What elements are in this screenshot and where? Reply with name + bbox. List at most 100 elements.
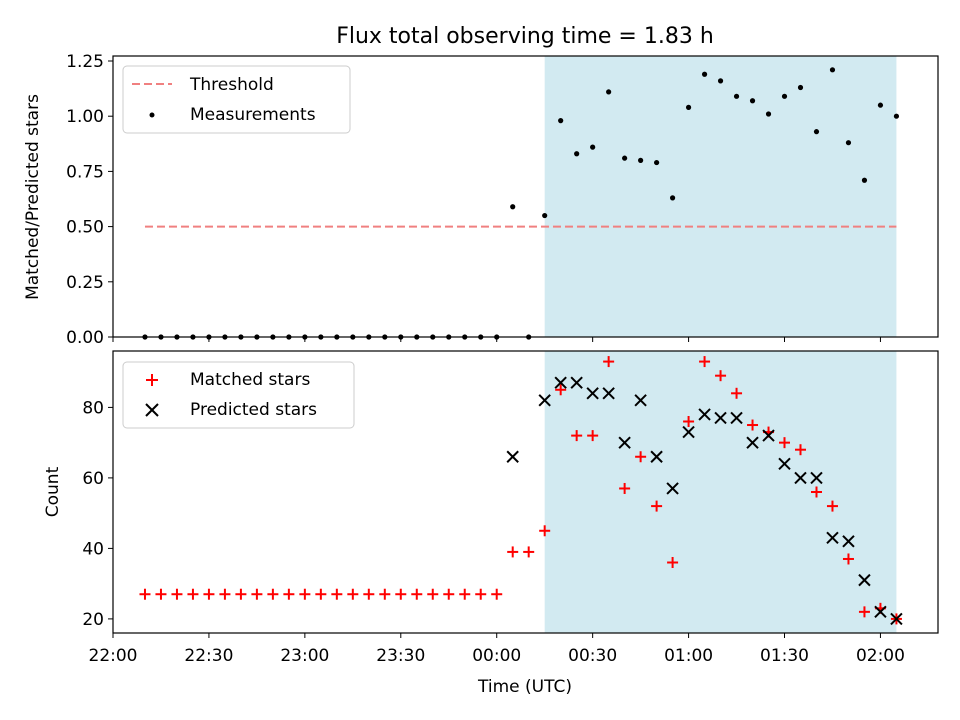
matched-star-point <box>459 588 471 600</box>
x-axis-label: Time (UTC) <box>477 677 572 697</box>
matched-star-point <box>171 588 183 600</box>
predicted-star-point <box>810 471 823 485</box>
predicted-star-point <box>650 450 663 463</box>
predicted-star-point <box>890 612 903 626</box>
matched-star-point <box>139 588 151 600</box>
measurement-point <box>654 159 660 166</box>
x-tick-label: 01:00 <box>664 646 713 666</box>
bottom-panel-frame <box>112 350 939 634</box>
matched-star-point <box>379 588 391 600</box>
predicted-star-point <box>762 429 775 442</box>
measurement-point <box>669 195 676 201</box>
legend-measurements-label: Measurements <box>190 105 316 125</box>
x-tick-label: 02:00 <box>856 646 905 666</box>
predicted-star-point <box>506 450 519 463</box>
matched-star-point <box>251 588 263 600</box>
matched-star-point <box>347 588 359 600</box>
measurement-point <box>781 93 788 99</box>
measurement-point <box>574 151 580 157</box>
matched-star-point <box>331 588 343 600</box>
predicted-star-point <box>746 436 759 449</box>
bottom-panel: 20 40 60 80 22:00 22:30 23:00 23:30 00:00 00:30 01… <box>43 350 939 697</box>
x-tick-label: 22:00 <box>89 646 138 666</box>
top-legend: Threshold Measurements <box>122 65 351 134</box>
measurement-point <box>829 67 836 73</box>
predicted-star-point <box>778 457 791 471</box>
matched-star-point <box>779 437 791 449</box>
predicted-star-point <box>874 605 887 619</box>
measurement-point <box>558 118 564 124</box>
predicted-star-point <box>730 411 743 425</box>
matched-star-point <box>539 525 551 537</box>
measurement-point <box>861 177 868 183</box>
legend-predicted-label: Predicted stars <box>190 400 317 420</box>
measurement-point <box>813 129 820 135</box>
measurement-point <box>733 93 740 99</box>
matched-star-point <box>267 588 279 600</box>
matched-star-point <box>587 430 599 442</box>
predicted-star-point <box>682 425 695 439</box>
measurement-point <box>701 71 708 77</box>
measurement-point <box>797 84 804 91</box>
matched-star-point <box>299 588 311 600</box>
predicted-star-point <box>570 376 583 389</box>
y-tick-label: 0.25 <box>66 273 104 293</box>
matched-star-point <box>747 419 759 431</box>
bottom-legend: Matched stars Predicted stars <box>122 361 355 429</box>
legend-measurements-swatch <box>149 112 155 118</box>
y-tick-label: 40 <box>82 539 104 559</box>
matched-star-point <box>507 546 519 558</box>
matched-star-point <box>858 606 870 618</box>
matched-star-point <box>603 356 615 368</box>
measurement-point <box>638 157 644 163</box>
matched-star-point <box>619 482 631 494</box>
top-panel-frame <box>112 55 939 338</box>
matched-star-point <box>523 546 535 558</box>
matched-star-point <box>715 370 727 382</box>
matched-star-point <box>235 588 247 600</box>
predicted-star-point <box>714 411 727 425</box>
matched-star-point <box>315 588 327 600</box>
matched-star-point <box>810 486 822 498</box>
y-tick-label: 1.25 <box>66 52 104 72</box>
measurement-point <box>893 113 900 119</box>
x-tick-label: 00:30 <box>568 646 617 666</box>
predicted-star-point <box>826 531 839 545</box>
predicted-star-point <box>554 376 567 389</box>
x-tick-label: 23:00 <box>280 646 329 666</box>
measurement-point <box>877 102 884 108</box>
y-tick-label: 20 <box>82 610 104 630</box>
matched-star-point <box>842 553 854 565</box>
x-tick-label: 01:30 <box>760 646 809 666</box>
bottom-y-axis-label: Count <box>43 466 63 517</box>
predicted-star-point <box>538 394 551 407</box>
y-tick-label: 0.00 <box>66 328 104 348</box>
bottom-legend-frame <box>122 361 355 429</box>
matched-star-point <box>651 500 663 512</box>
matched-star-point <box>555 384 567 396</box>
measurement-point <box>685 104 692 110</box>
y-tick-label: 80 <box>82 398 104 418</box>
shaded-region <box>544 351 897 633</box>
predicted-star-point <box>842 535 855 548</box>
measurement-point <box>845 140 852 146</box>
matched-star-point <box>219 588 231 600</box>
matched-star-point <box>795 444 806 456</box>
shaded-region <box>544 56 897 337</box>
matched-star-point <box>363 588 375 600</box>
matched-star-point <box>731 387 743 399</box>
matched-star-point <box>283 588 295 600</box>
top-panel: Flux total observing time = 1.83 h 0.00 0… <box>23 24 939 348</box>
predicted-star-point <box>858 573 871 587</box>
predicted-star-point <box>666 482 679 495</box>
predicted-star-point <box>618 436 631 449</box>
top-y-axis-label: Matched/Predicted stars <box>23 94 43 300</box>
matched-star-point <box>635 451 647 463</box>
legend-matched-label: Matched stars <box>190 370 310 390</box>
measurement-point <box>542 212 548 219</box>
predicted-star-point <box>794 471 807 485</box>
matched-star-point <box>427 588 439 600</box>
y-tick-label: 60 <box>82 469 104 489</box>
matched-star-point <box>491 588 503 600</box>
